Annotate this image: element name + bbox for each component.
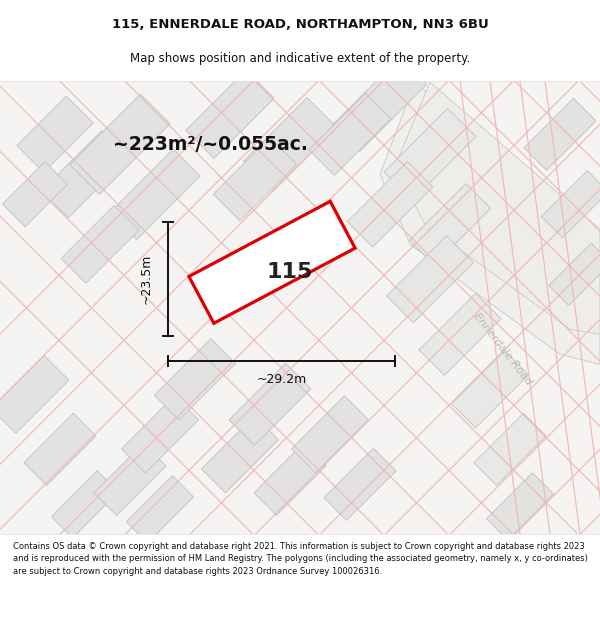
Text: Ennerdale Road: Ennerdale Road <box>472 311 534 388</box>
Polygon shape <box>347 161 433 247</box>
Text: ~23.5m: ~23.5m <box>139 254 152 304</box>
Polygon shape <box>229 363 311 446</box>
Polygon shape <box>186 70 274 159</box>
Polygon shape <box>333 58 427 151</box>
Polygon shape <box>110 149 200 239</box>
Polygon shape <box>2 162 68 227</box>
Polygon shape <box>202 416 278 493</box>
Polygon shape <box>386 236 473 322</box>
Polygon shape <box>41 131 128 218</box>
Polygon shape <box>487 472 554 540</box>
Polygon shape <box>409 184 491 265</box>
Polygon shape <box>61 206 139 283</box>
Polygon shape <box>384 108 476 200</box>
Polygon shape <box>324 448 396 521</box>
Polygon shape <box>380 82 600 364</box>
Polygon shape <box>70 94 170 194</box>
Polygon shape <box>154 339 236 420</box>
Polygon shape <box>541 171 600 238</box>
Polygon shape <box>549 243 600 306</box>
Polygon shape <box>127 476 194 543</box>
Polygon shape <box>244 98 337 191</box>
Polygon shape <box>94 443 166 516</box>
Text: 115: 115 <box>267 262 313 282</box>
Polygon shape <box>0 356 69 433</box>
Polygon shape <box>524 98 596 171</box>
Polygon shape <box>419 293 501 376</box>
Polygon shape <box>121 396 199 473</box>
Text: 115, ENNERDALE ROAD, NORTHAMPTON, NN3 6BU: 115, ENNERDALE ROAD, NORTHAMPTON, NN3 6B… <box>112 18 488 31</box>
Polygon shape <box>24 413 96 486</box>
Text: Contains OS data © Crown copyright and database right 2021. This information is : Contains OS data © Crown copyright and d… <box>13 542 588 576</box>
Polygon shape <box>474 413 546 486</box>
Text: Map shows position and indicative extent of the property.: Map shows position and indicative extent… <box>130 52 470 65</box>
Polygon shape <box>292 396 368 473</box>
Text: ~29.2m: ~29.2m <box>256 373 307 386</box>
Polygon shape <box>451 351 529 428</box>
Polygon shape <box>213 138 297 221</box>
Polygon shape <box>254 443 326 516</box>
Polygon shape <box>189 201 355 323</box>
Polygon shape <box>309 93 391 175</box>
Polygon shape <box>395 82 600 334</box>
Polygon shape <box>52 471 119 538</box>
Text: ~223m²/~0.055ac.: ~223m²/~0.055ac. <box>113 135 307 154</box>
Polygon shape <box>17 96 93 172</box>
